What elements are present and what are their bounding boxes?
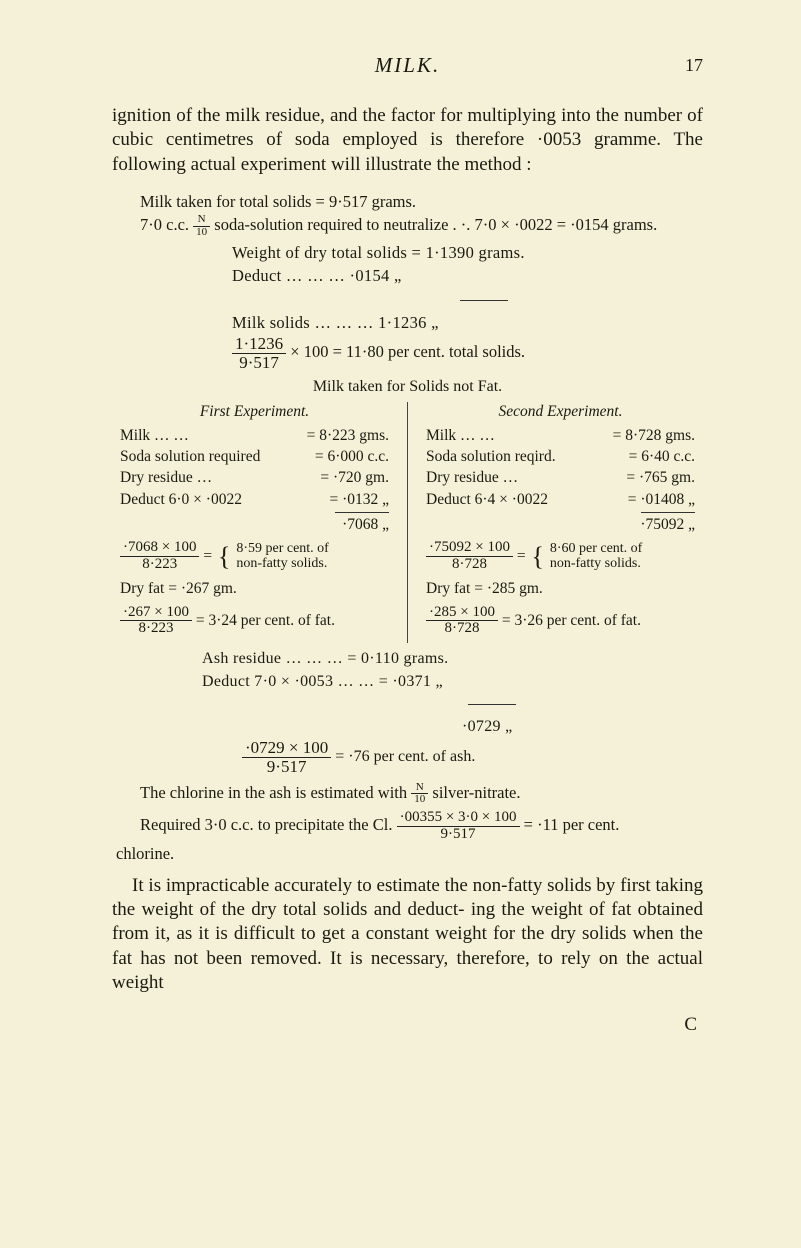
- b1-l2a: 7·0 c.c.: [140, 215, 193, 234]
- page-number: 17: [685, 54, 703, 77]
- para-intro: ignition of the milk residue, and the fa…: [112, 104, 703, 177]
- R-frac1: ·75092 × 1008·728: [426, 540, 513, 573]
- R-r1: Milk … …= 8·728 gms.: [426, 426, 695, 446]
- brace-icon: {: [218, 545, 230, 568]
- L-r5: ·7068 „: [120, 515, 389, 535]
- L-dryfat: Dry fat = ·267 gm.: [120, 579, 389, 599]
- mid-frac: ·0729 × 1009·517: [242, 739, 331, 776]
- brace-icon: {: [531, 545, 543, 568]
- n-over-10-b: N10: [411, 782, 428, 806]
- b1-l1: Milk taken for total solids = 9·517 gram…: [140, 191, 703, 212]
- signature-mark: C: [112, 1013, 697, 1037]
- ash-block: Ash residue … … … = 0·110 grams. Deduct …: [202, 649, 703, 776]
- L-rule1: [335, 512, 389, 513]
- L-frac2: ·267 × 1008·223: [120, 605, 192, 638]
- solids-header: Milk taken for Solids not Fat.: [112, 377, 703, 397]
- required-line: Required 3·0 c.c. to precipitate the Cl.…: [140, 810, 703, 864]
- R-frac2-row: ·285 × 1008·728 = 3·26 per cent. of fat.: [426, 605, 695, 638]
- L-r2: Soda solution required= 6·000 c.c.: [120, 447, 389, 467]
- R-r5: ·75092 „: [426, 515, 695, 535]
- frac-1: 1·12369·517: [232, 335, 286, 372]
- n-over-10: N10: [193, 214, 210, 238]
- second-exp-title: Second Experiment.: [426, 402, 695, 422]
- mid-l1: Ash residue … … … = 0·110 grams.: [202, 649, 703, 669]
- two-column: First Experiment. Milk … …= 8·223 gms. S…: [112, 402, 703, 643]
- para-outro: It is impracticable accurately to estima…: [112, 874, 703, 996]
- L-frac2-row: ·267 × 1008·223 = 3·24 per cent. of fat.: [120, 605, 389, 638]
- block-1: Milk taken for total solids = 9·517 gram…: [140, 191, 703, 238]
- b2-l1: Weight of dry total solids = 1·1390 gram…: [232, 242, 703, 263]
- chlorine-line: The chlorine in the ash is estimated wit…: [140, 782, 703, 806]
- mid-l2: Deduct 7·0 × ·0053 … … = ·0371 „: [202, 672, 703, 692]
- R-r3: Dry residue …= ·765 gm.: [426, 468, 695, 488]
- R-brace-text: 8·60 per cent. ofnon-fatty solids.: [550, 542, 643, 571]
- block-2: Weight of dry total solids = 1·1390 gram…: [232, 242, 703, 371]
- req-c: chlorine.: [116, 843, 703, 864]
- first-exp-title: First Experiment.: [120, 402, 389, 422]
- L-r3: Dry residue …= ·720 gm.: [120, 468, 389, 488]
- mid-frac-row: ·0729 × 1009·517 = ·76 per cent. of ash.: [242, 739, 703, 776]
- col-right: Second Experiment. Milk … …= 8·728 gms. …: [408, 402, 703, 643]
- running-head: MILK. 17: [112, 52, 703, 78]
- b2-l4: 1·12369·517 × 100 = 11·80 per cent. tota…: [232, 335, 703, 372]
- R-dryfat: Dry fat = ·285 gm.: [426, 579, 695, 599]
- L-r4: Deduct 6·0 × ·0022= ·0132 „: [120, 490, 389, 510]
- L-r1: Milk … …= 8·223 gms.: [120, 426, 389, 446]
- req-row: Required 3·0 c.c. to precipitate the Cl.…: [140, 810, 703, 843]
- b2-l3: Milk solids … … … 1·1236 „: [232, 312, 703, 333]
- b2-l2: Deduct … … … ·0154 „: [232, 265, 703, 286]
- mid-l3: ·0729 „: [202, 717, 703, 737]
- col-left: First Experiment. Milk … …= 8·223 gms. S…: [112, 402, 408, 643]
- R-frac2: ·285 × 1008·728: [426, 605, 498, 638]
- b2-l4b: × 100 = 11·80 per cent. total solids.: [286, 342, 525, 361]
- b1-l2b: soda-solution required to neutralize . ·…: [210, 215, 657, 234]
- rule: [468, 704, 516, 705]
- req-frac: ·00355 × 3·0 × 1009·517: [397, 810, 520, 843]
- R-rule1: [641, 512, 695, 513]
- L-brace-text: 8·59 per cent. ofnon-fatty solids.: [236, 542, 329, 571]
- L-frac1: ·7068 × 1008·223: [120, 540, 199, 573]
- L-frac-row: ·7068 × 1008·223 = { 8·59 per cent. ofno…: [120, 540, 389, 573]
- rule: [460, 300, 508, 301]
- running-title: MILK.: [375, 52, 440, 79]
- b1-l2: 7·0 c.c. N10 soda-solution required to n…: [140, 214, 703, 238]
- R-r4: Deduct 6·4 × ·0022= ·01408 „: [426, 490, 695, 510]
- page: MILK. 17 ignition of the milk residue, a…: [0, 0, 801, 1078]
- R-r2: Soda solution reqird.= 6·40 c.c.: [426, 447, 695, 467]
- R-frac-row: ·75092 × 1008·728 = { 8·60 per cent. ofn…: [426, 540, 695, 573]
